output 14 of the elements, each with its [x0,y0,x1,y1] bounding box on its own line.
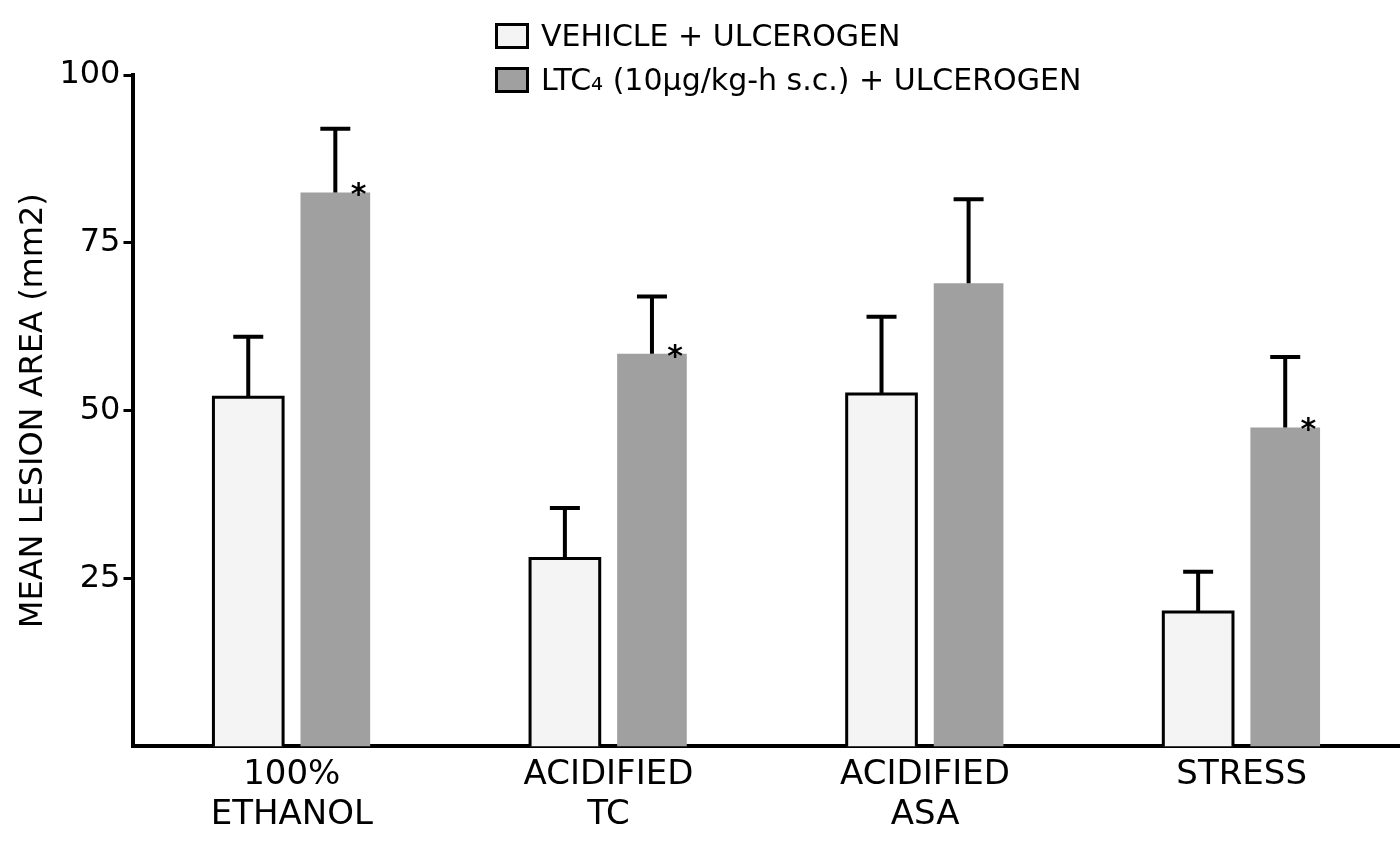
data-label: * [667,337,684,373]
data-label: * [350,176,367,212]
x-tick-label: ACIDIFIED ASA [840,751,1010,833]
x-tick-label: ACIDIFIED TC [523,751,694,833]
legend-label: VEHICLE + ULCEROGEN [541,17,901,55]
legend-label: LTC₄ (10µg/kg-h s.c.) + ULCEROGEN [541,61,1082,99]
y-tick-label: 100 [59,53,121,92]
data-label: * [1300,411,1317,447]
y-axis-title: MEAN LESION AREA (mm2) [11,193,50,629]
y-tick-label: 25 [79,556,121,595]
y-tick-label: 75 [79,221,121,260]
y-tick-label: 50 [79,389,121,428]
x-tick-label: STRESS [1176,751,1307,792]
x-tick-label: 100% ETHANOL [210,751,373,833]
